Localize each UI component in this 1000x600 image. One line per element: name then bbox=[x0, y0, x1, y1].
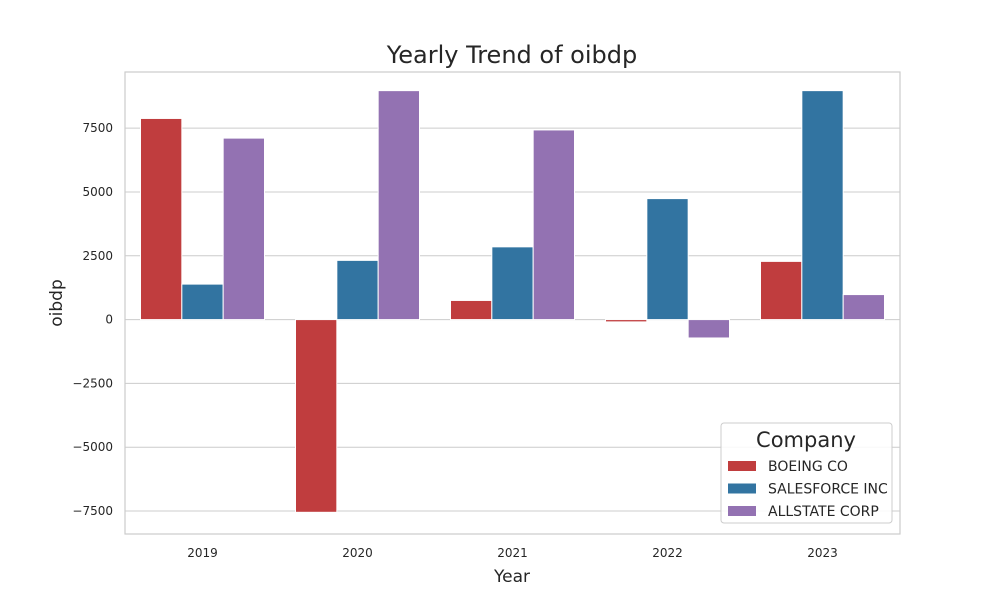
legend-swatch bbox=[728, 461, 756, 471]
bar bbox=[450, 299, 493, 321]
y-tick-label: −5000 bbox=[72, 440, 113, 454]
bar bbox=[605, 319, 648, 323]
bar bbox=[646, 198, 689, 321]
bar bbox=[687, 319, 731, 339]
y-tick-label: 7500 bbox=[82, 121, 113, 135]
bar bbox=[760, 260, 803, 321]
legend-box bbox=[720, 422, 893, 524]
bar bbox=[140, 117, 183, 321]
legend-label: ALLSTATE CORP bbox=[768, 504, 879, 520]
y-tick-label: −2500 bbox=[72, 376, 113, 390]
bar bbox=[181, 283, 224, 321]
bar bbox=[295, 319, 338, 513]
bar bbox=[801, 90, 844, 321]
bars bbox=[140, 90, 886, 513]
x-tick-label: 2022 bbox=[652, 546, 683, 560]
x-axis-label: Year bbox=[493, 567, 530, 587]
legend-swatch bbox=[728, 483, 756, 494]
y-axis-label: oibdp bbox=[47, 279, 67, 327]
bar bbox=[842, 294, 886, 321]
y-tick-label: −7500 bbox=[72, 504, 113, 518]
bar bbox=[336, 259, 379, 321]
bar bbox=[532, 129, 576, 321]
plot-frame bbox=[124, 71, 901, 535]
legend-label: SALESFORCE INC bbox=[768, 482, 888, 498]
chart-title: Yearly Trend of oibdp bbox=[386, 41, 637, 69]
y-tick-label: 2500 bbox=[82, 249, 113, 263]
y-tick-label: 0 bbox=[105, 313, 113, 327]
legend-title: Company bbox=[756, 428, 856, 452]
bar bbox=[377, 90, 420, 321]
x-tick-label: 2019 bbox=[187, 546, 218, 560]
legend-swatch bbox=[728, 506, 756, 516]
x-tick-label: 2023 bbox=[807, 546, 838, 560]
x-tick-labels: 2019 2020 2021 2022 2023 bbox=[187, 546, 838, 560]
bar bbox=[222, 137, 266, 321]
y-tick-labels: −7500 −5000 −2500 0 2500 5000 7500 bbox=[72, 121, 113, 518]
legend-label: BOEING CO bbox=[768, 459, 848, 475]
x-tick-label: 2020 bbox=[342, 546, 373, 560]
x-tick-label: 2021 bbox=[497, 546, 528, 560]
bar bbox=[491, 246, 534, 321]
legend: Company BOEING CO SALESFORCE INC ALLSTATE … bbox=[720, 422, 893, 524]
y-tick-label: 5000 bbox=[82, 185, 113, 199]
